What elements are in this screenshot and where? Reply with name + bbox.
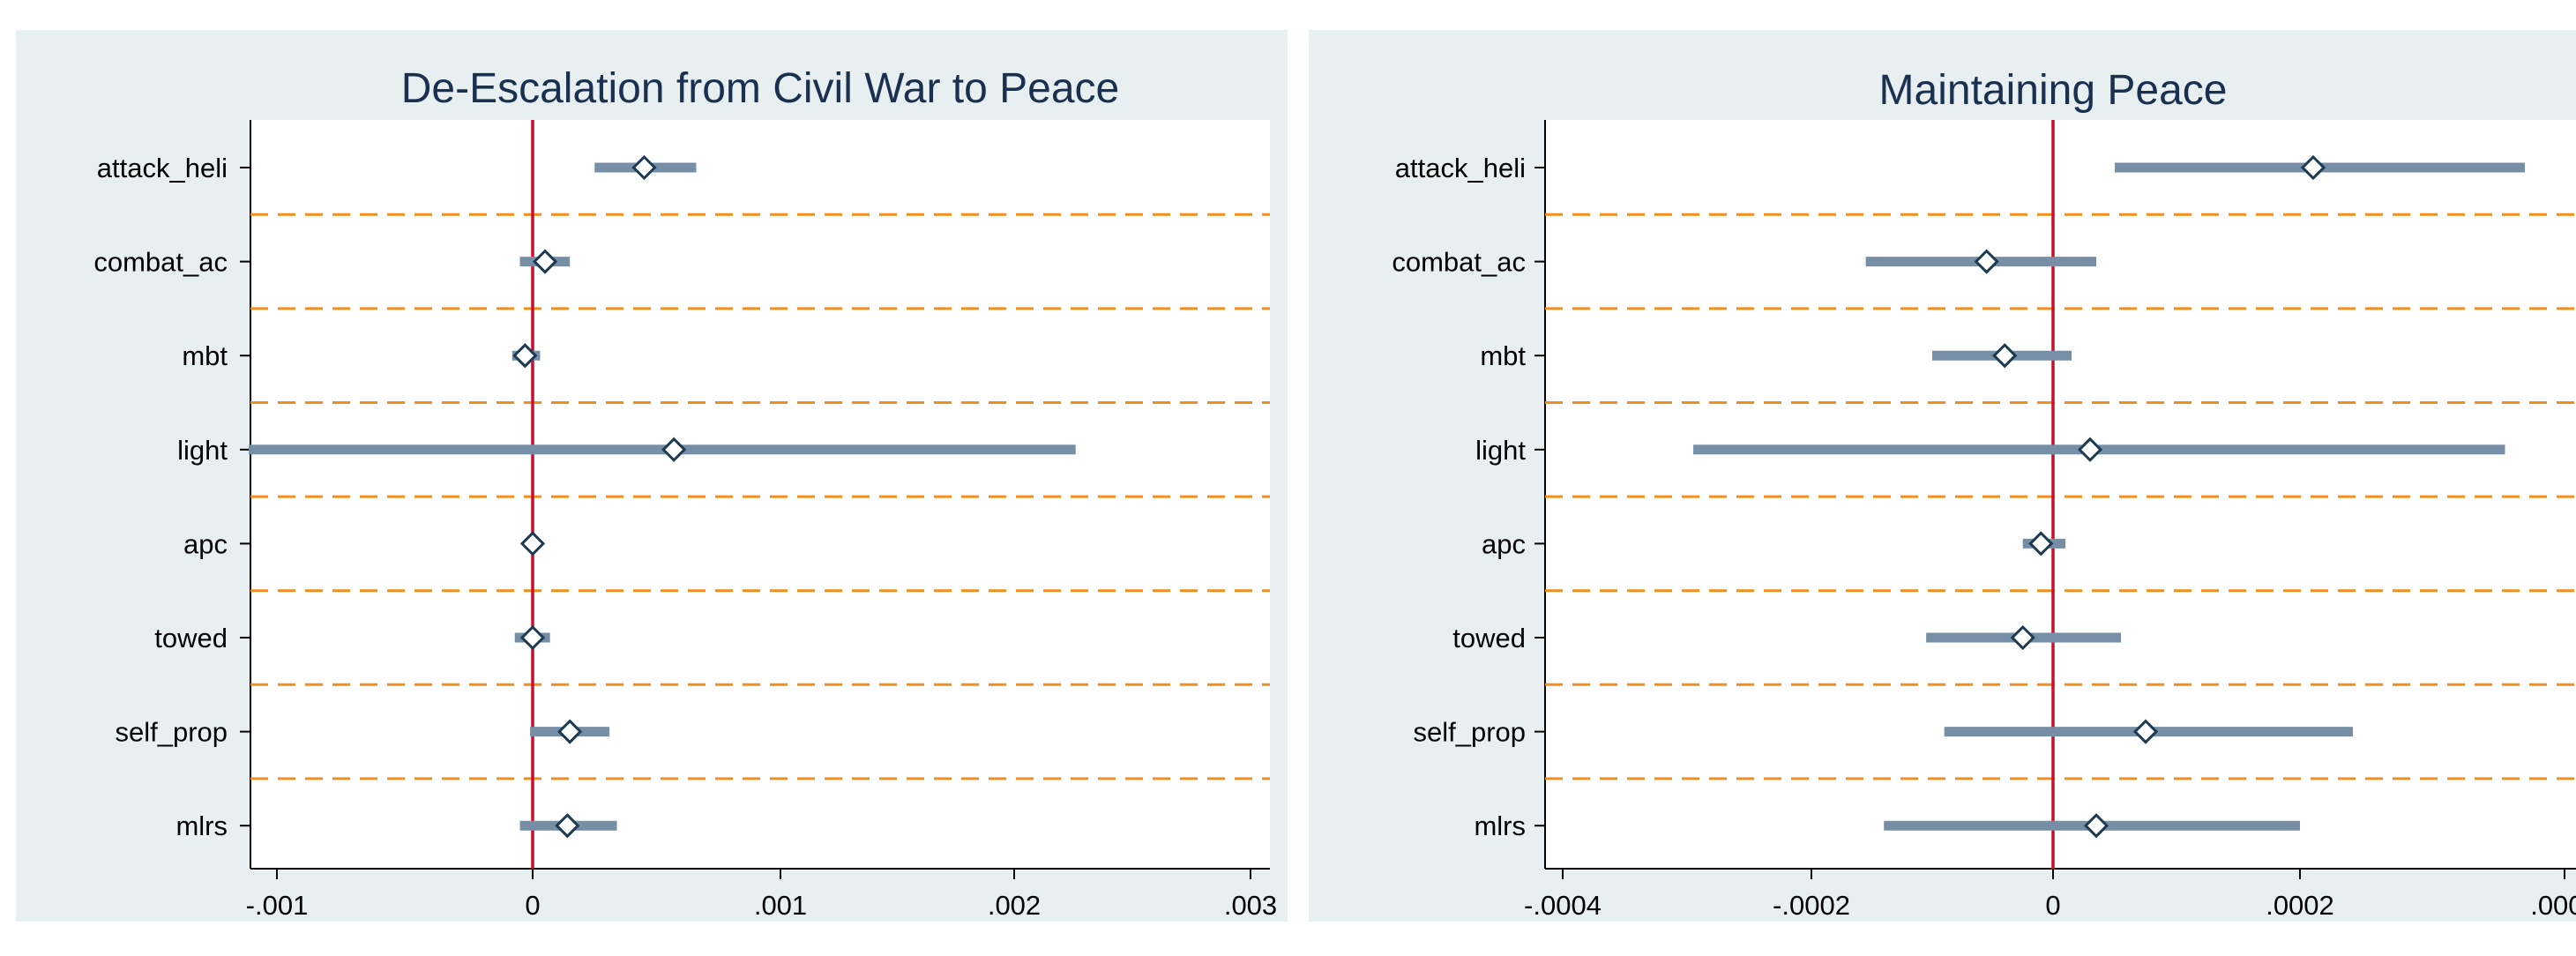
x-tick-label: .002: [988, 890, 1041, 921]
estimate-marker: [557, 719, 583, 744]
x-tick-label: -.001: [246, 890, 309, 921]
category-label: light: [177, 435, 228, 466]
x-tick-label: 0: [525, 890, 540, 921]
category-label: towed: [1452, 623, 1526, 654]
estimate-marker: [2132, 719, 2159, 744]
category-label: mbt: [1480, 340, 1526, 371]
category-label: mlrs: [1474, 810, 1526, 841]
plot-area: [250, 120, 1270, 869]
plot-area: [1545, 120, 2576, 869]
estimate-marker: [2077, 437, 2103, 462]
estimate-marker: [512, 343, 538, 369]
x-tick-label: .0002: [2266, 890, 2334, 921]
category-label: towed: [154, 623, 228, 654]
estimate-marker: [1992, 343, 2018, 369]
category-label: combat_ac: [1392, 247, 1526, 278]
category-label: self_prop: [1413, 717, 1526, 748]
estimate-marker: [519, 624, 546, 651]
panel-gap: [1288, 30, 1309, 922]
category-label: apc: [183, 528, 228, 559]
x-tick-label: .001: [754, 890, 807, 921]
category-label: attack_heli: [1395, 153, 1526, 183]
x-tick-label: -.0004: [1524, 890, 1602, 921]
category-label: attack_heli: [97, 153, 228, 183]
panel-1: De-Escalation from Civil War to Peace -.0…: [16, 30, 1288, 922]
estimate-marker: [2010, 624, 2035, 651]
x-tick-label: .0004: [2530, 890, 2576, 921]
category-label: self_prop: [115, 717, 228, 748]
estimate-marker: [2083, 813, 2109, 839]
estimate-marker: [2028, 531, 2054, 556]
category-label: combat_ac: [93, 247, 228, 278]
chart-title: De-Escalation from Civil War to Peace: [401, 65, 1119, 112]
x-tick-label: .003: [1224, 890, 1277, 921]
x-tick-label: -.0002: [1773, 890, 1850, 921]
chart-title: Maintaining Peace: [1879, 67, 2228, 114]
estimate-marker: [555, 813, 580, 839]
category-label: mlrs: [175, 810, 228, 841]
panel-2: Maintaining Peace -.0004 -.0002 0 .0002 .0004…: [1309, 30, 2576, 922]
estimate-marker: [631, 154, 657, 181]
estimate-marker: [1974, 249, 1999, 274]
estimate-marker: [532, 249, 558, 274]
estimate-marker: [2300, 154, 2326, 181]
estimate-marker: [661, 437, 687, 462]
estimate-marker: [519, 531, 546, 556]
category-label: light: [1475, 435, 1526, 466]
category-label: apc: [1482, 528, 1526, 559]
category-label: mbt: [182, 340, 228, 371]
x-tick-label: 0: [2045, 890, 2060, 921]
